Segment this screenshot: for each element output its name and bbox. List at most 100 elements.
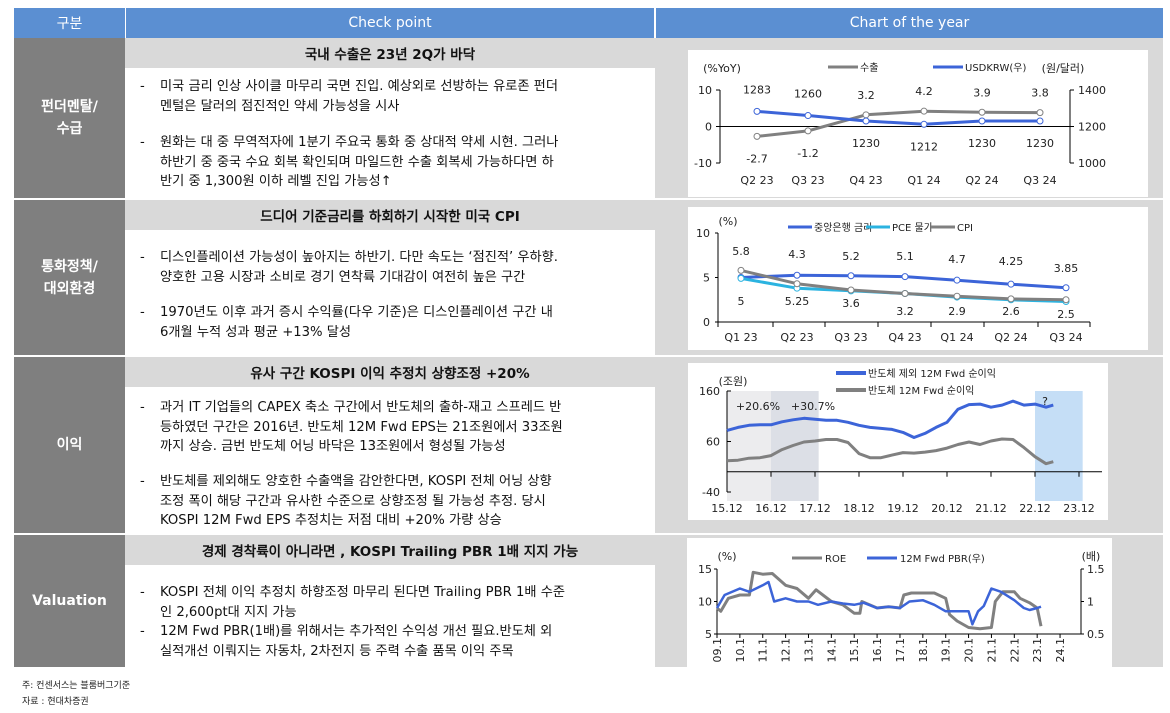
annotation-label: +30.7% <box>791 400 835 413</box>
bullet-item: - 디스인플레이션 가능성이 높아지는 하반기. 다만 속도는 ‘점진적’ 우하향… <box>140 248 650 287</box>
x-tick-label: 18.12 <box>843 502 875 515</box>
bullet-item: - 과거 IT 기업들의 CAPEX 축소 구간에서 반도체의 출하-재고 스프레… <box>140 398 650 457</box>
x-tick-label: 24.1 <box>1054 638 1067 663</box>
y-tick-label: -40 <box>702 486 720 499</box>
data-point <box>737 266 745 274</box>
x-tick-label: Q3 23 <box>791 174 824 187</box>
chart-export-usdkrw: (%YoY) (원/달러) 10 0 -10 1400 1200 1000 Q2 23 Q3 23… <box>688 50 1148 197</box>
data-point <box>953 276 961 284</box>
x-tick-label: 21.1 <box>985 638 998 663</box>
x-tick-label: 13.1 <box>802 638 815 663</box>
text-line: 등하였던 구간은 2016년. 반도체 12M Fwd EPS는 21조원에서 … <box>160 419 563 435</box>
y-tick-label: 5 <box>703 272 710 285</box>
y-tick-label: 10 <box>696 227 710 240</box>
row-body: - 과거 IT 기업들의 CAPEX 축소 구간에서 반도체의 출하-재고 스프레… <box>125 387 655 533</box>
x-tick-label: Q1 24 <box>940 331 973 344</box>
category-earnings: 이익 <box>14 357 125 533</box>
data-point <box>920 120 928 128</box>
axis-unit-right: (배) <box>1082 550 1101 563</box>
x-tick-label: 18.1 <box>917 638 930 663</box>
y2-tick-label: 1400 <box>1078 84 1106 97</box>
data-label: 1230 <box>968 137 996 150</box>
axis-unit-right: (원/달러) <box>1042 62 1085 75</box>
category-valuation: Valuation <box>14 535 125 667</box>
row-headline: 유사 구간 KOSPI 이익 추정치 상향조정 +20% <box>125 357 655 387</box>
text-line: 반도체를 제외해도 양호한 수출액을 감안한다면, KOSPI 전체 어닝 상향 <box>160 474 552 489</box>
x-tick-label: Q3 24 <box>1049 331 1082 344</box>
row-headline: 경제 경착륙이 아니라면 , KOSPI Trailing PBR 1배 지지 … <box>125 535 655 565</box>
axis-unit-left: (%YoY) <box>703 62 741 75</box>
x-tick-label: 12.1 <box>780 638 793 663</box>
y-tick-label: 60 <box>706 436 720 449</box>
data-label: -1.2 <box>797 147 818 160</box>
y-tick-label: 0 <box>705 121 712 134</box>
x-tick-label: Q3 23 <box>834 331 867 344</box>
legend-label: 반도체 제외 12M Fwd 순이익 <box>868 368 996 380</box>
data-label: 1260 <box>794 88 822 101</box>
x-tick-label: 23.12 <box>1063 502 1095 515</box>
x-tick-label: 09.1 <box>711 638 724 663</box>
bullet-item: - 반도체를 제외해도 양호한 수출액을 감안한다면, KOSPI 전체 어닝 상… <box>140 472 650 531</box>
x-tick-label: 20.12 <box>931 502 963 515</box>
text-line: 실적개선 이뤄지는 자동차, 2차전지 등 주력 수출 품목 이익 주목 <box>160 643 514 659</box>
data-point <box>793 271 801 279</box>
bullet-marker: - <box>140 79 145 94</box>
chart-semis-earnings: (조원) 160 60 -40 15.12 16.12 17.12 18.12 19.12 20.… <box>688 363 1108 520</box>
data-label: 5.25 <box>785 295 810 308</box>
legend-label: USDKRW(우) <box>965 62 1026 74</box>
x-tick-label: 19.1 <box>940 638 953 663</box>
x-tick-label: Q2 23 <box>780 331 813 344</box>
legend-label: 중앙은행 금리 <box>814 222 872 234</box>
shaded-period <box>1035 391 1083 501</box>
data-point <box>901 273 909 281</box>
shaded-period <box>727 391 771 501</box>
data-label: 1212 <box>910 140 938 153</box>
y-tick-label: 0 <box>703 316 710 329</box>
y-tick-label: 10 <box>698 84 712 97</box>
data-label: 3.8 <box>1031 87 1049 100</box>
data-label: 3.85 <box>1054 262 1079 275</box>
data-point <box>1007 295 1015 303</box>
data-point <box>1036 117 1044 125</box>
y-tick-label: 10 <box>698 596 712 609</box>
legend-label: CPI <box>957 223 973 234</box>
legend-label: 수출 <box>860 62 878 74</box>
x-tick-label: 17.12 <box>799 502 831 515</box>
source-note: 자료 : 현대차증권 <box>22 697 89 707</box>
bullet-item: - 미국 금리 인상 사이클 마무리 국면 진입. 예상외로 선방하는 유로존 펀… <box>140 77 650 116</box>
data-point <box>793 280 801 288</box>
text-line: 원화는 대 중 무역적자에 1분기 주요국 통화 중 상대적 약세 시현. 그러… <box>160 135 559 150</box>
row-headline: 드디어 기준금리를 하회하기 시작한 미국 CPI <box>125 200 655 230</box>
data-point <box>737 274 745 282</box>
data-label: 4.3 <box>788 248 806 261</box>
data-label: 5.1 <box>896 250 914 263</box>
header-chart-of-year: Chart of the year <box>656 8 1163 38</box>
data-point <box>804 112 812 120</box>
bullet-item: - KOSPI 전체 이익 추정치 하향조정 마무리 된다면 Trailing P… <box>140 583 650 622</box>
bullet-marker: - <box>140 305 145 320</box>
data-label: 3.6 <box>842 297 860 310</box>
x-tick-label: Q1 23 <box>724 331 757 344</box>
legend-label: 반도체 12M Fwd 순이익 <box>868 385 974 397</box>
footnote: 주: 컨센서스는 블룸버그기준 <box>22 681 131 691</box>
text-line: 양호한 고용 시장과 소비로 경기 연착륙 기대감이 여전히 높은 구간 <box>160 269 526 285</box>
x-tick-label: 16.1 <box>871 638 884 663</box>
data-point <box>901 290 909 298</box>
data-label: 3.2 <box>896 305 914 318</box>
data-point <box>753 132 761 140</box>
x-tick-label: Q1 24 <box>907 174 940 187</box>
category-monetary-policy: 통화정책/대외환경 <box>14 200 125 355</box>
text-line: 디스인플레이션 가능성이 높아지는 하반기. 다만 속도는 ‘점진적’ 우하향. <box>160 250 558 265</box>
row-body: - 미국 금리 인상 사이클 마무리 국면 진입. 예상외로 선방하는 유로존 펀… <box>125 68 655 198</box>
series-line <box>726 437 1054 466</box>
data-point <box>1007 280 1015 288</box>
y2-tick-label: 1.5 <box>1087 563 1105 576</box>
y2-tick-label: 1200 <box>1078 121 1106 134</box>
text-line: 6개월 누적 성과 평균 +13% 달성 <box>160 324 352 340</box>
data-label: 4.2 <box>915 85 933 98</box>
data-label: 3.9 <box>973 86 991 99</box>
x-tick-label: 20.1 <box>963 638 976 663</box>
legend-label: PCE 물가 <box>892 222 933 234</box>
series-line <box>756 109 1041 138</box>
data-label: 1230 <box>1026 137 1054 150</box>
